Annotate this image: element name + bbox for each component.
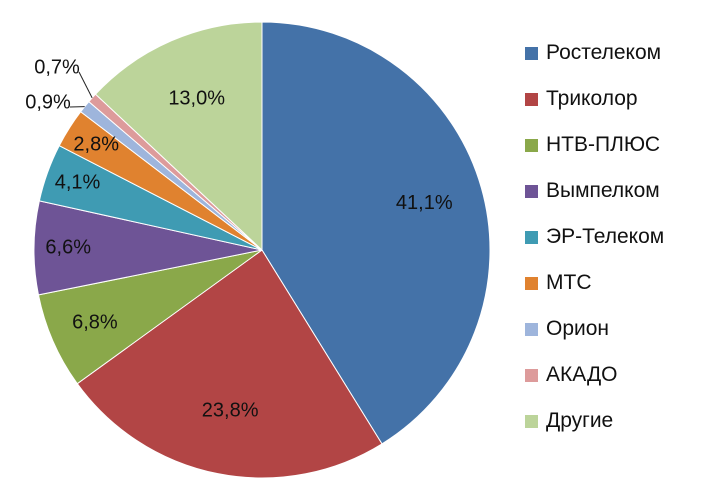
legend-label: Орион [546,317,610,340]
legend-label: НТВ-ПЛЮС [546,133,661,156]
legend-item-er-telecom: ЭР-Телеком [525,214,715,260]
data-label-vimpelcom: 6,6% [45,236,91,258]
data-label-tricolor: 23,8% [202,399,259,421]
legend-swatch [525,230,538,244]
legend-label: Другие [546,409,614,432]
legend-swatch [525,322,538,336]
legend-label: АКАДО [546,363,618,386]
data-label-orion: 0,9% [25,91,71,113]
legend-item-rostelecom: Ростелеком [525,30,715,76]
legend-swatch [525,276,538,290]
legend-swatch [525,184,538,198]
data-label-akado: 0,7% [34,56,80,78]
legend-label: Ростелеком [546,41,662,64]
legend-swatch [525,92,538,106]
data-label-ntv-plus: 6,8% [72,311,118,333]
legend-swatch [525,414,538,428]
data-label-rostelecom: 41,1% [396,192,453,214]
legend-label: Триколор [546,87,638,110]
legend-label: Вымпелком [546,179,660,202]
pie-slice-other [94,21,263,252]
legend-item-ntv-plus: НТВ-ПЛЮС [525,122,715,168]
data-label-er-telecom: 4,1% [55,172,101,194]
legend: Ростелеком Триколор НТВ-ПЛЮС Вымпелком Э… [525,30,715,444]
legend-label: ЭР-Телеком [546,225,665,248]
legend-swatch [525,368,538,382]
data-label-mts: 2,8% [73,134,119,156]
data-label-other: 13,0% [168,88,225,110]
legend-swatch [525,138,538,152]
legend-item-akado: АКАДО [525,352,715,398]
legend-item-mts: МТС [525,260,715,306]
leader-line-akado [78,71,93,99]
legend-item-other: Другие [525,398,715,444]
legend-label: МТС [546,271,592,294]
pie-slices [33,21,491,479]
legend-swatch [525,46,538,60]
pie-slice-labels: 41,1% 23,8% 6,8% 6,6% 4,1% 2,8%0,9% 0,7% 13,0% [25,56,453,421]
legend-item-tricolor: Триколор [525,76,715,122]
pie-slice-rostelecom [261,21,491,445]
pie-slice-tricolor [76,249,383,479]
legend-item-vimpelcom: Вымпелком [525,168,715,214]
legend-item-orion: Орион [525,306,715,352]
